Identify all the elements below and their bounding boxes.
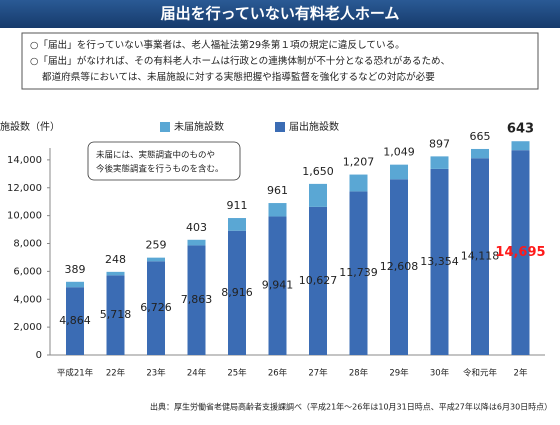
note: ○「届出」がなければ、その有料老人ホームは行政との連携体制が不十分となる恐れがあ…	[30, 55, 450, 67]
y-tick-label: 10,000	[7, 211, 42, 222]
note: ○「届出」を行っていない事業者は、老人福祉法第29条第１項の規定に違反している。	[30, 39, 405, 51]
bar-segment	[268, 203, 287, 217]
note: 都道府県等においては、未届施設に対する実態把握や指導監督を強化するなどの対応が必…	[42, 71, 435, 83]
value-label: 9,941	[262, 279, 294, 292]
y-tick-label: 4,000	[13, 294, 42, 305]
x-tick-label: 平成21年	[57, 368, 94, 379]
x-tick-label: 23年	[146, 368, 166, 379]
value-label: 8,916	[221, 286, 253, 299]
value-label: 1,207	[343, 156, 375, 169]
bar-segment	[430, 156, 449, 169]
title: 届出を行っていない有料老人ホーム	[161, 5, 400, 23]
y-tick-label: 2,000	[13, 322, 42, 333]
y-tick-label: 8,000	[13, 239, 42, 250]
bar-segment	[187, 239, 206, 246]
value-label: 12,608	[380, 260, 419, 273]
value-label: 14,118	[461, 250, 500, 263]
x-tick-label: 27年	[308, 368, 328, 379]
y-tick-label: 6,000	[13, 266, 42, 277]
bar-segment	[66, 281, 84, 288]
bar-segment	[106, 271, 125, 276]
value-label: 911	[227, 199, 248, 212]
bar-segment	[390, 179, 408, 355]
x-tick-label: 令和元年	[463, 368, 498, 379]
bar-segment	[511, 141, 530, 151]
value-label: 5,718	[100, 308, 132, 321]
x-tick-label: 30年	[430, 368, 450, 379]
annotation: 今後実態調査を行うものを含む。	[96, 164, 224, 175]
bar-segment	[471, 158, 489, 355]
x-tick-label: 26年	[268, 368, 288, 379]
x-tick-label: 22年	[106, 368, 126, 379]
x-tick-label: 29年	[389, 368, 409, 379]
value-label: 6,726	[140, 301, 172, 314]
value-label: 11,739	[339, 266, 378, 279]
annotation: 未届には、実態調査中のものや	[96, 150, 215, 161]
value-label: 665	[470, 130, 491, 143]
bar-segment	[187, 245, 206, 355]
value-label: 259	[146, 239, 167, 252]
value-label: 389	[65, 263, 86, 276]
value-label: 10,627	[299, 274, 338, 287]
bar-segment	[511, 150, 530, 355]
value-label: 897	[429, 137, 450, 150]
bar-segment	[147, 257, 165, 262]
y-axis-label: 施設数（件）	[0, 120, 60, 133]
legend-swatch	[160, 122, 170, 132]
x-tick-label: 25年	[227, 368, 247, 379]
bar-segment	[228, 218, 246, 231]
value-label: 403	[186, 221, 207, 234]
y-tick-label: 0	[36, 350, 42, 361]
bar-segment	[147, 261, 165, 355]
x-tick-label: 2年	[514, 368, 528, 379]
legend-label: 未届施設数	[174, 120, 224, 133]
note-box	[21, 32, 539, 90]
bar-segment	[106, 275, 125, 355]
bar-segment	[349, 174, 368, 192]
bar-segment	[268, 216, 287, 355]
value-label: 4,864	[59, 314, 91, 327]
value-label: 14,695	[495, 245, 545, 260]
value-label: 248	[105, 253, 126, 266]
bar-segment	[390, 164, 408, 180]
bar-segment	[228, 230, 246, 355]
value-label: 1,650	[302, 165, 334, 178]
value-label: 643	[507, 122, 534, 137]
x-tick-label: 28年	[349, 368, 369, 379]
bar-segment	[309, 206, 327, 355]
annotation-box	[87, 141, 241, 181]
y-tick-label: 14,000	[7, 155, 42, 166]
value-label: 7,863	[181, 293, 213, 306]
bar-segment	[349, 191, 368, 355]
y-tick-label: 12,000	[7, 183, 42, 194]
source: 出典：厚生労働省老健局高齢者支援課調べ（平成21年～26年は10月31日時点、平…	[150, 402, 552, 412]
value-label: 1,049	[383, 146, 415, 159]
legend-swatch	[275, 122, 285, 132]
legend-label: 届出施設数	[289, 120, 339, 133]
bar-segment	[309, 183, 327, 207]
header-bar	[0, 0, 560, 28]
bar-segment	[471, 148, 489, 159]
value-label: 13,354	[420, 255, 459, 268]
x-tick-label: 24年	[187, 368, 207, 379]
value-label: 961	[267, 184, 288, 197]
bar-segment	[66, 287, 84, 355]
bar-segment	[430, 168, 449, 355]
